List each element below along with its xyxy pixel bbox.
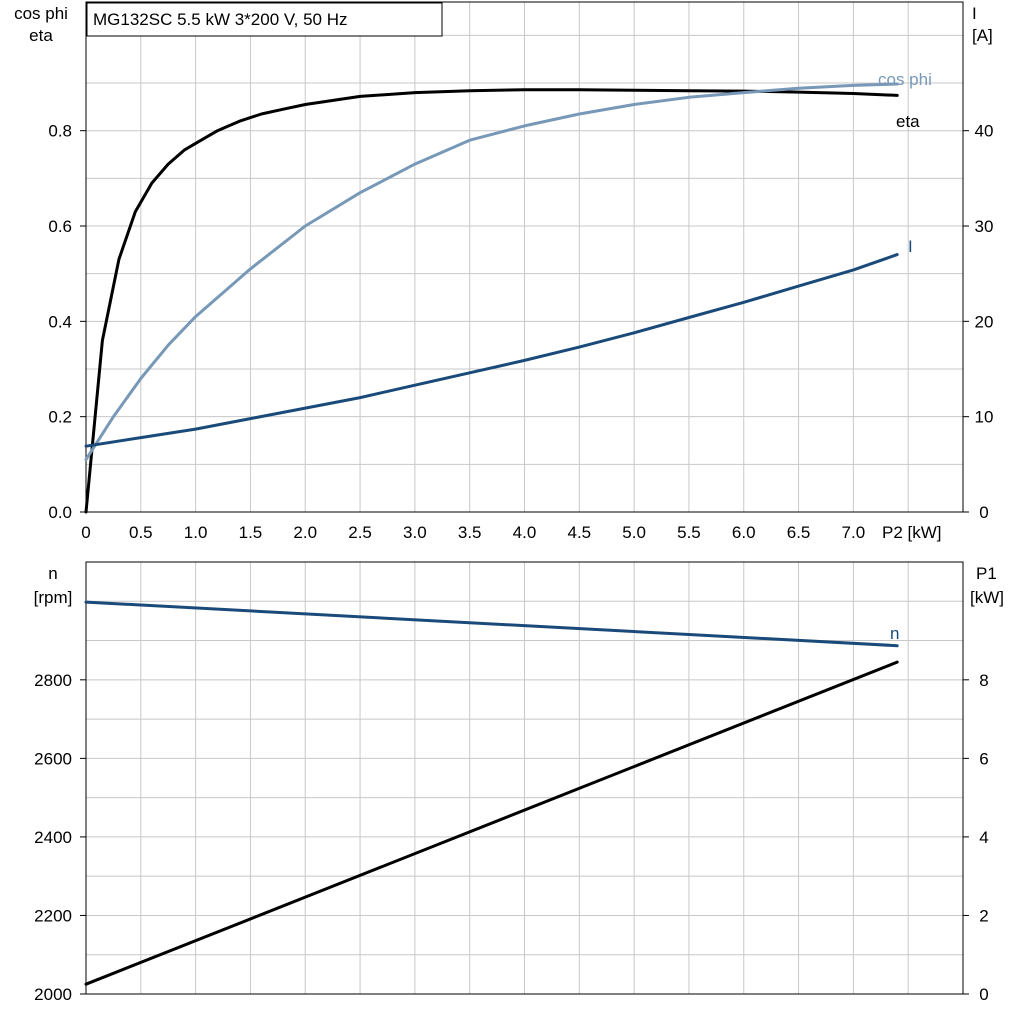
chart-title: MG132SC 5.5 kW 3*200 V, 50 Hz bbox=[93, 10, 348, 29]
top-x-axis-label: P2 [kW] bbox=[882, 523, 942, 542]
x-tick-label: 4.5 bbox=[567, 523, 591, 542]
series-line-cos-phi bbox=[84, 82, 899, 462]
top-grid bbox=[86, 2, 963, 512]
bottom-plot-frame bbox=[85, 561, 964, 995]
top-curves bbox=[84, 82, 899, 514]
left-tick-label: 2400 bbox=[34, 828, 72, 847]
left-tick-label: 0.8 bbox=[48, 122, 72, 141]
right-tick-label: 6 bbox=[979, 749, 988, 768]
series-line-n bbox=[84, 600, 899, 648]
x-tick-label: 3.0 bbox=[403, 523, 427, 542]
bottom-left-tick-labels: 2000 2200 2400 2600 2800 bbox=[34, 671, 86, 1004]
bottom-right-axis-label-1: P1 bbox=[976, 564, 997, 583]
right-tick-label: 2 bbox=[979, 906, 988, 925]
top-x-tick-labels: 0 0.5 1.0 1.5 2.0 2.5 3.0 3.5 4.0 4.5 5.0 5.5 6.0 6.5… bbox=[81, 523, 865, 542]
x-tick-label: 6.5 bbox=[787, 523, 811, 542]
bottom-left-axis-label-2: [rpm] bbox=[34, 588, 73, 607]
x-tick-label: 7.0 bbox=[842, 523, 866, 542]
x-tick-label: 0.5 bbox=[129, 523, 153, 542]
left-tick-label: 2200 bbox=[34, 906, 72, 925]
left-tick-label: 2600 bbox=[34, 749, 72, 768]
x-tick-label: 5.5 bbox=[677, 523, 701, 542]
bottom-right-axis-label-2: [kW] bbox=[970, 588, 1004, 607]
x-tick-label: 6.0 bbox=[732, 523, 756, 542]
series-label-n: n bbox=[890, 624, 899, 643]
x-tick-label: 2.0 bbox=[293, 523, 317, 542]
left-tick-label: 2000 bbox=[34, 985, 72, 1004]
right-tick-label: 40 bbox=[975, 122, 994, 141]
left-tick-label: 0.0 bbox=[48, 503, 72, 522]
x-tick-label: 1.5 bbox=[239, 523, 263, 542]
top-left-axis-label-2: eta bbox=[29, 26, 53, 45]
x-tick-label: 5.0 bbox=[622, 523, 646, 542]
x-tick-label: 0 bbox=[81, 523, 90, 542]
series-line-i bbox=[84, 253, 899, 448]
series-label-cos-phi: cos phi bbox=[878, 70, 932, 89]
top-right-tick-labels: 0 10 20 30 40 bbox=[963, 122, 993, 522]
bottom-grid bbox=[86, 562, 963, 994]
top-left-tick-labels: 0.0 0.2 0.4 0.6 0.8 bbox=[48, 122, 86, 522]
title-box bbox=[86, 2, 443, 37]
top-right-axis-label-1: I bbox=[972, 4, 977, 23]
right-tick-label: 4 bbox=[979, 828, 988, 847]
x-tick-label: 3.5 bbox=[458, 523, 482, 542]
bottom-chart: 2000 2200 2400 2600 2800 0 2 4 6 8 n [rpm] P1 [k… bbox=[34, 561, 1004, 1004]
x-tick-label: 4.0 bbox=[513, 523, 537, 542]
bottom-right-tick-labels: 0 2 4 6 8 bbox=[963, 671, 989, 1004]
top-left-axis-label-1: cos phi bbox=[14, 4, 68, 23]
series-label-i: I bbox=[908, 237, 913, 256]
series-label-eta: eta bbox=[896, 112, 920, 131]
right-tick-label: 20 bbox=[975, 312, 994, 331]
top-chart: 0 0.5 1.0 1.5 2.0 2.5 3.0 3.5 4.0 4.5 5.0 5.5 6.0 6.5… bbox=[14, 1, 993, 542]
left-tick-label: 0.6 bbox=[48, 217, 72, 236]
series-line-p1-power bbox=[84, 660, 899, 986]
left-tick-label: 0.4 bbox=[48, 312, 72, 331]
x-tick-label: 2.5 bbox=[348, 523, 372, 542]
series-line-eta bbox=[84, 88, 899, 514]
right-tick-label: 10 bbox=[975, 408, 994, 427]
right-tick-label: 0 bbox=[979, 503, 988, 522]
right-tick-label: 8 bbox=[979, 671, 988, 690]
right-tick-label: 30 bbox=[975, 217, 994, 236]
left-tick-label: 2800 bbox=[34, 671, 72, 690]
right-tick-label: 0 bbox=[979, 985, 988, 1004]
left-tick-label: 0.2 bbox=[48, 408, 72, 427]
bottom-curves bbox=[84, 600, 899, 986]
top-plot-frame bbox=[85, 1, 964, 513]
x-tick-label: 1.0 bbox=[184, 523, 208, 542]
bottom-left-axis-label-1: n bbox=[48, 564, 57, 583]
top-right-axis-label-2: [A] bbox=[972, 26, 993, 45]
